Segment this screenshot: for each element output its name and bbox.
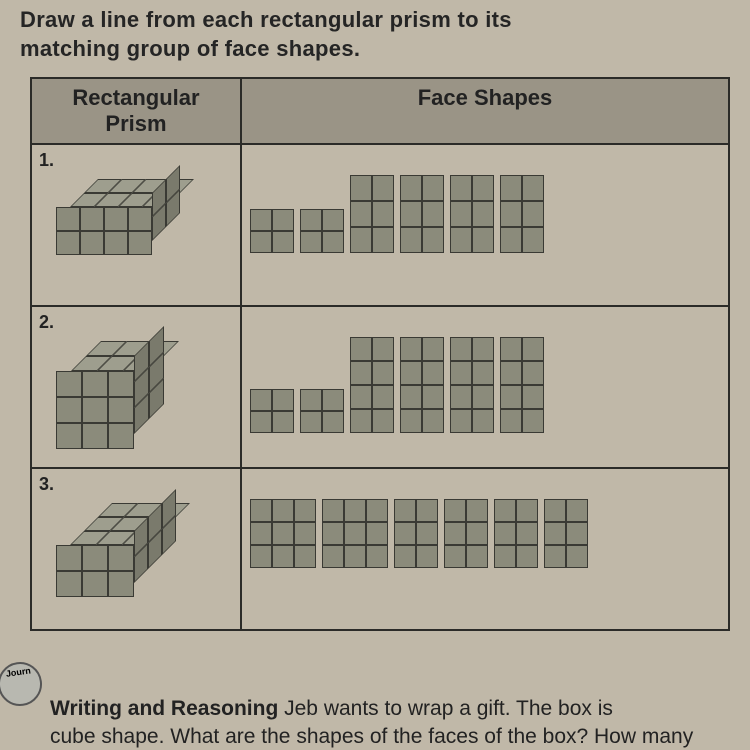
instructions-line2: matching group of face shapes.	[20, 36, 360, 61]
face-shape	[544, 499, 588, 568]
face-shape	[394, 499, 438, 568]
face-shape	[500, 175, 544, 253]
worksheet-page: { "instructions": { "line1": "Draw a lin…	[0, 0, 750, 750]
footer-line2: cube shape. What are the shapes of the f…	[50, 725, 693, 748]
face-shape	[350, 337, 394, 433]
face-shape	[400, 337, 444, 433]
faces-cell	[241, 306, 729, 468]
face-shape	[322, 499, 388, 568]
journal-badge-label: Journ	[5, 665, 31, 678]
face-shape	[250, 209, 294, 253]
table-row: 1.	[31, 144, 729, 306]
row-number: 2.	[33, 308, 239, 333]
footer: Journ Writing and Reasoning Jeb wants to…	[0, 685, 750, 750]
journal-badge-icon: Journ	[0, 659, 45, 709]
header-prism-line1: Rectangular	[72, 85, 199, 110]
prism-cell: 2.	[31, 306, 241, 468]
face-shape	[444, 499, 488, 568]
face-shape	[300, 389, 344, 433]
face-shapes-group	[250, 337, 544, 433]
face-shape	[350, 175, 394, 253]
instructions-line1: Draw a line from each rectangular prism …	[20, 7, 512, 32]
prism-cell: 3.	[31, 468, 241, 630]
face-shape	[450, 175, 494, 253]
faces-cell	[241, 144, 729, 306]
header-prism: Rectangular Prism	[31, 78, 241, 144]
table-row: 3.	[31, 468, 729, 630]
faces-cell	[241, 468, 729, 630]
face-shape	[250, 389, 294, 433]
prism-cell: 1.	[31, 144, 241, 306]
instructions: Draw a line from each rectangular prism …	[0, 0, 750, 73]
face-shape	[450, 337, 494, 433]
face-shapes-group	[250, 175, 544, 253]
face-shape	[250, 499, 316, 568]
footer-heading: Writing and Reasoning	[50, 697, 278, 720]
row-number: 1.	[33, 146, 239, 171]
face-shapes-group	[250, 499, 588, 568]
face-shape	[500, 337, 544, 433]
table-row: 2.	[31, 306, 729, 468]
header-faces: Face Shapes	[241, 78, 729, 144]
footer-line1: Jeb wants to wrap a gift. The box is	[278, 697, 613, 720]
header-faces-label: Face Shapes	[418, 85, 553, 110]
footer-text: Writing and Reasoning Jeb wants to wrap …	[50, 695, 730, 750]
face-shape	[494, 499, 538, 568]
header-prism-line2: Prism	[105, 111, 166, 136]
worksheet-table: Rectangular Prism Face Shapes 1. 2. 3.	[30, 77, 730, 631]
row-number: 3.	[33, 470, 239, 495]
face-shape	[300, 209, 344, 253]
face-shape	[400, 175, 444, 253]
